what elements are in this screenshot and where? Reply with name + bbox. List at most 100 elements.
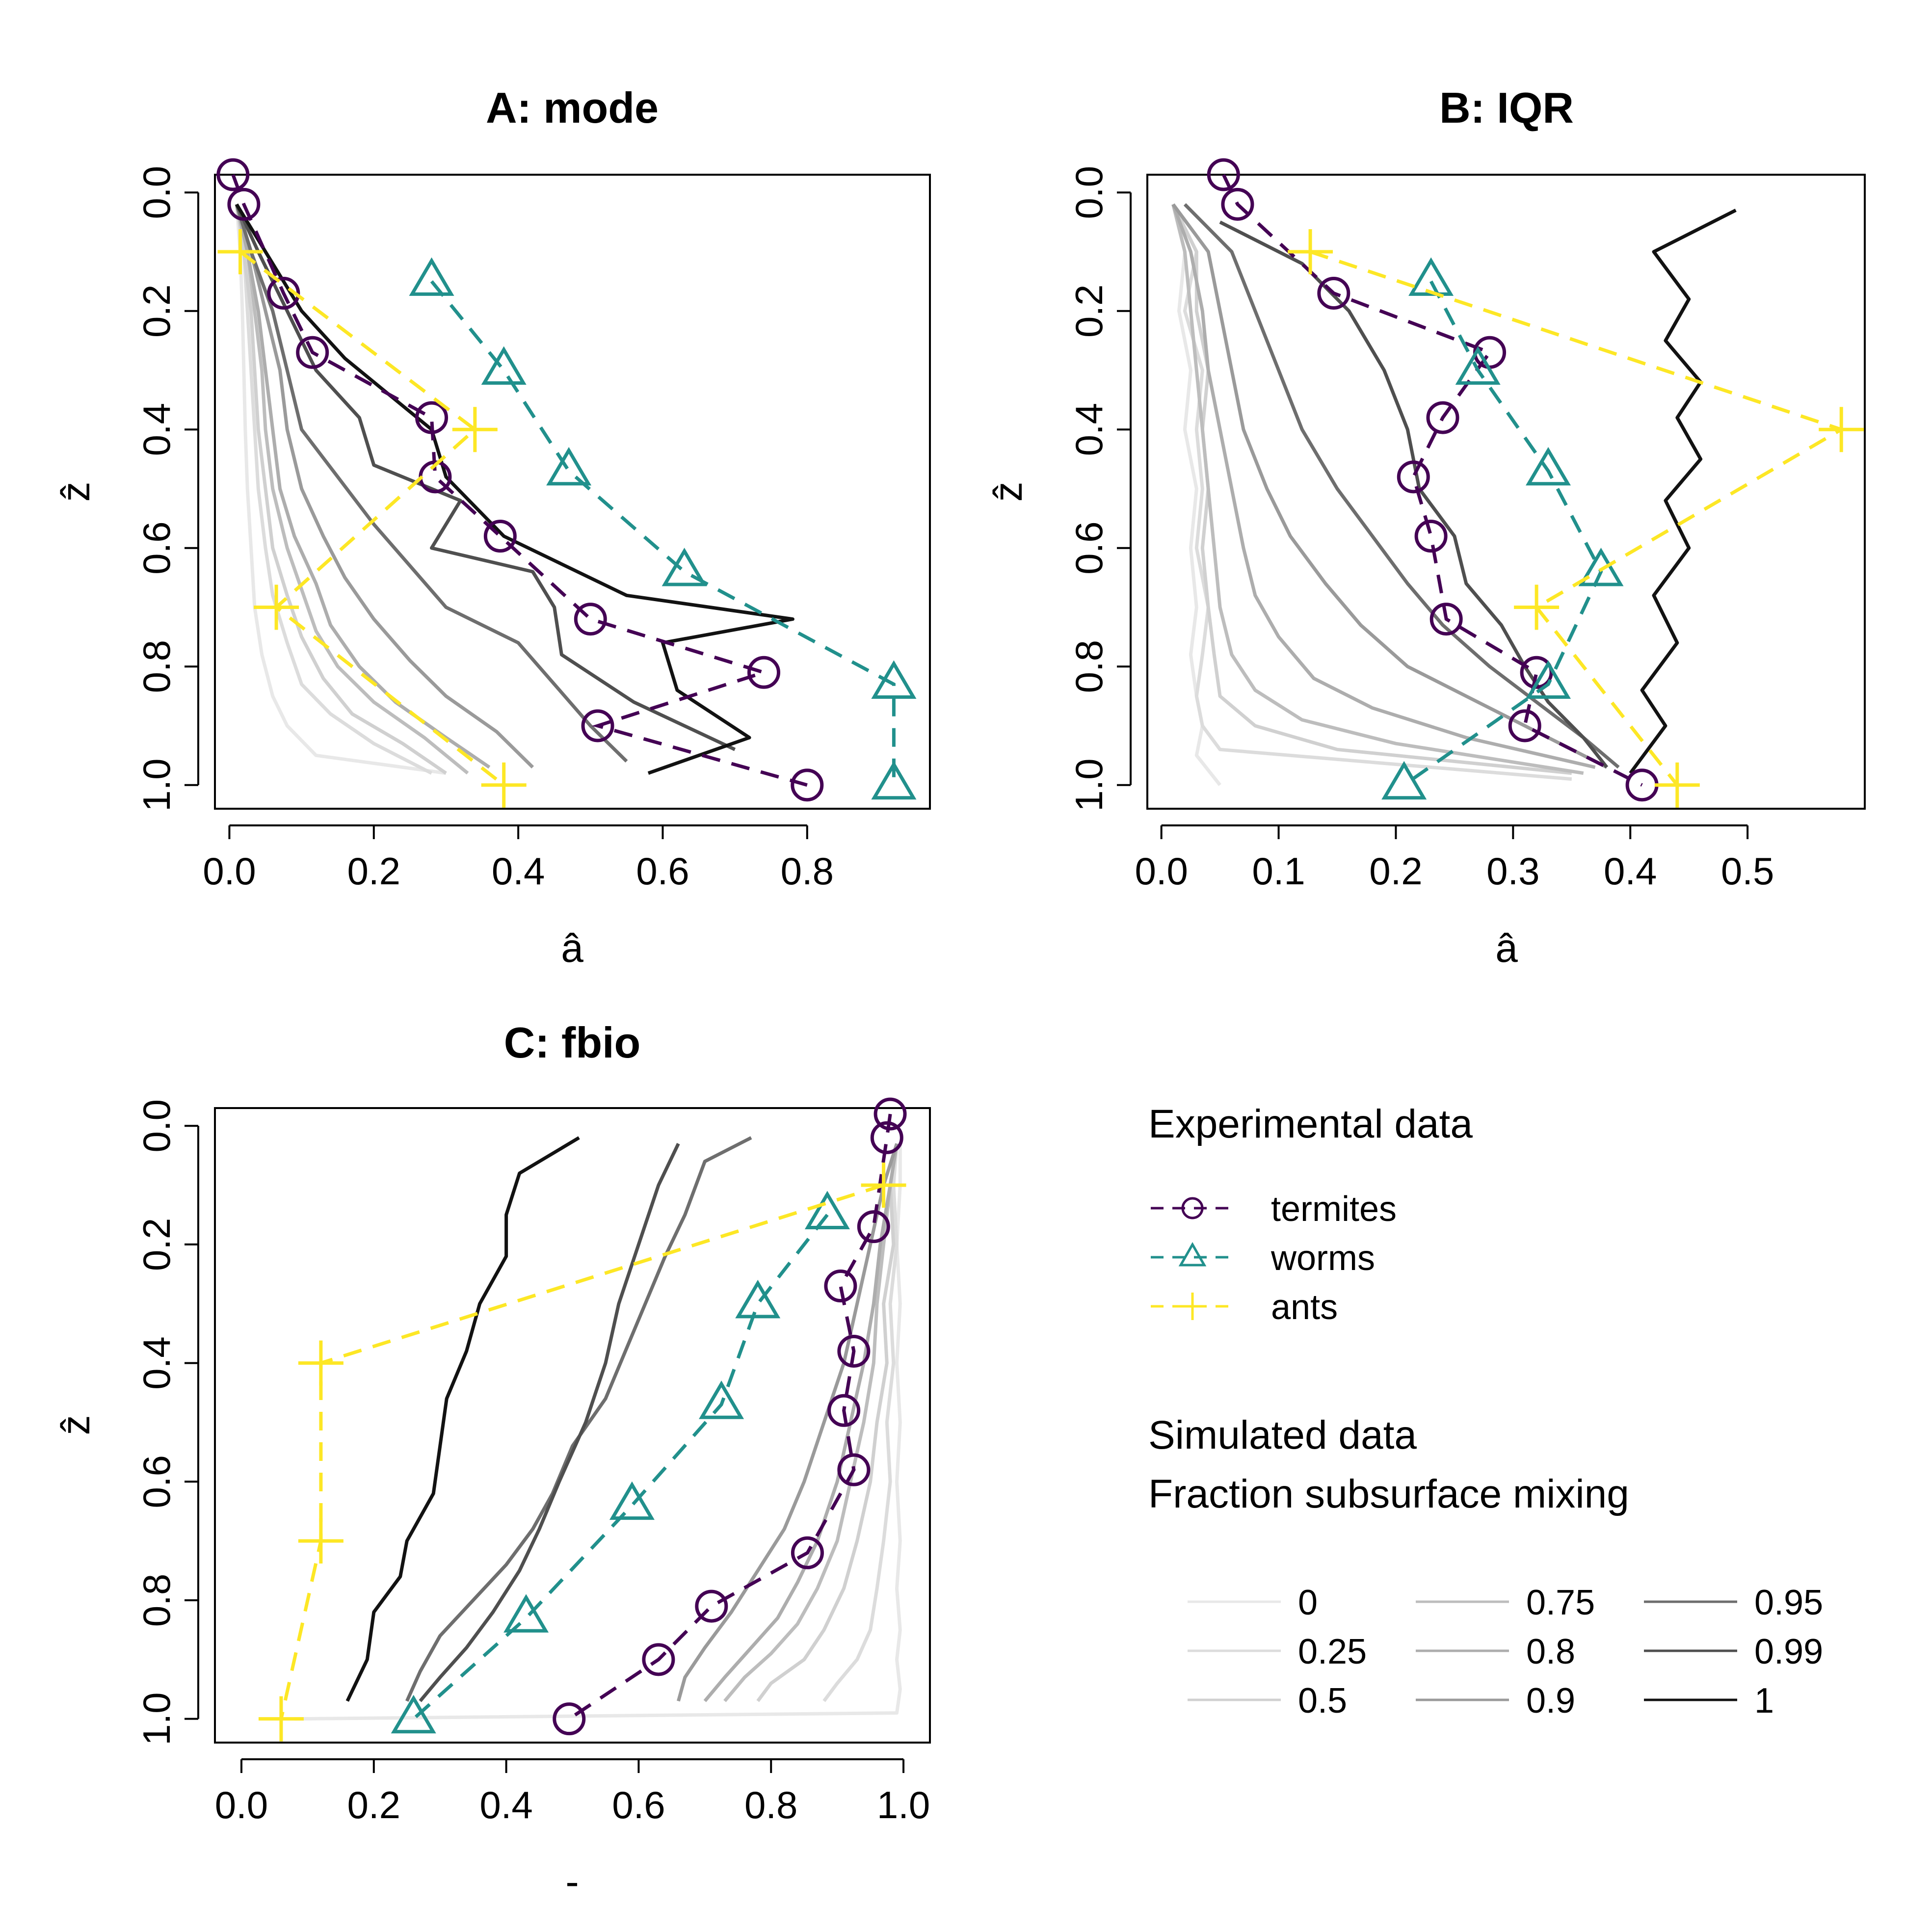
panel-a-y-tick-label: 0.4 xyxy=(135,403,178,456)
panel-c: C: fbio - ẑ 0.0 0.2 0.4 0.6 0.8 1.0 0.0 0.2 0.4… xyxy=(53,1018,931,1904)
panel-b-termites-point xyxy=(1508,709,1541,742)
panel-b-termites-point xyxy=(1414,520,1448,553)
panel-b-y-tick-label: 0.2 xyxy=(1067,285,1111,338)
panel-c-x-tick-label: 0.4 xyxy=(479,1783,532,1826)
panel-b-y-tick-label: 0.0 xyxy=(1067,166,1111,219)
panel-c-worms-point xyxy=(391,1694,436,1734)
legend-mix-0-9-label: 0.9 xyxy=(1526,1681,1575,1720)
panel-c-x-tick-label: 0.0 xyxy=(215,1783,268,1826)
legend-termites-marker xyxy=(1181,1197,1204,1219)
panel-a-x-tick-label: 0.0 xyxy=(203,849,256,893)
panel-c-y-tick-label: 0.8 xyxy=(135,1574,178,1627)
panel-a-x-tick-label: 0.6 xyxy=(636,849,689,893)
panel-b-x-tick-label: 0.2 xyxy=(1369,849,1422,893)
panel-c-y-tick-label: 0.2 xyxy=(135,1218,178,1271)
panel-a-termites-point xyxy=(415,401,449,434)
legend-ants-label: ants xyxy=(1271,1288,1338,1327)
legend-simulated-items: 0 0.25 0.5 0.75 0.8 0.9 0.95 0.99 1 xyxy=(1188,1583,1823,1720)
panel-c-simulated-line-mix-0-95 xyxy=(405,1136,752,1702)
panel-c-title: C: fbio xyxy=(504,1018,641,1067)
panel-c-termites-point xyxy=(695,1589,728,1623)
panel-c-ants-point xyxy=(298,1518,344,1564)
panel-c-termites-point xyxy=(642,1643,675,1676)
panel-b-x-axis-label: â xyxy=(1495,926,1518,971)
panel-b-worms-point xyxy=(1525,447,1571,486)
panel-b-x-tick-label: 0.1 xyxy=(1252,849,1305,893)
panel-b-termites-point xyxy=(1397,460,1430,494)
panel-c-termites-point xyxy=(857,1210,890,1244)
panel-c-y-tick-label: 1.0 xyxy=(135,1692,178,1745)
panel-a-y-tick-label: 0.6 xyxy=(135,521,178,574)
panel-c-y-ticks: 0.0 0.2 0.4 0.6 0.8 1.0 xyxy=(135,1099,199,1746)
panel-c-x-tick-label: 0.2 xyxy=(347,1783,400,1826)
panel-a-y-tick-label: 0.2 xyxy=(135,285,178,338)
panel-c-experimental-series xyxy=(258,1097,907,1742)
legend-mix-0-label: 0 xyxy=(1298,1583,1318,1622)
panel-c-ants-point xyxy=(298,1340,344,1386)
panel-a-x-ticks: 0.0 0.2 0.4 0.6 0.8 xyxy=(203,824,834,893)
legend: Experimental data termites worms ants Simu… xyxy=(1148,1102,1823,1720)
legend-mix-0-99-label: 0.99 xyxy=(1754,1632,1823,1671)
panel-c-simulated-line-mix-0-25 xyxy=(822,1143,899,1702)
panel-c-x-axis-label: - xyxy=(565,1859,579,1904)
legend-worms-marker xyxy=(1178,1242,1207,1267)
panel-c-y-tick-label: 0.6 xyxy=(135,1455,178,1508)
panel-b-y-tick-label: 0.4 xyxy=(1067,403,1111,456)
panel-c-simulated-line-mix-0-99 xyxy=(419,1142,680,1702)
panel-b-x-ticks: 0.0 0.1 0.2 0.3 0.4 0.5 xyxy=(1135,824,1774,893)
panel-b-termites-point xyxy=(1625,768,1659,802)
panel-b-simulated-line-mix-0-99 xyxy=(1219,220,1609,768)
panel-c-worms-point xyxy=(503,1594,549,1633)
panel-b: B: IQR â ẑ 0.0 0.1 0.2 0.3 0.4 0.5 0.00.20.40… xyxy=(986,83,1866,971)
panel-b-termites-point xyxy=(1207,158,1240,191)
legend-mix-0-75-label: 0.75 xyxy=(1526,1583,1595,1622)
panel-a-worms-point xyxy=(871,660,917,699)
panel-c-worms-line xyxy=(412,1214,829,1720)
legend-simulated-title: Simulated data xyxy=(1148,1413,1417,1457)
panel-a-termites-point xyxy=(574,603,607,636)
panel-b-simulated-lines xyxy=(1171,203,1737,786)
panel-c-termites-point xyxy=(553,1702,586,1736)
panel-a-y-tick-label: 1.0 xyxy=(135,758,178,811)
panel-b-worms-point xyxy=(1381,761,1427,800)
panel-c-worms-point xyxy=(699,1380,744,1419)
panel-c-ants-point xyxy=(861,1163,906,1208)
legend-mix-0-25-label: 0.25 xyxy=(1298,1632,1367,1671)
panel-a-y-tick-label: 0.0 xyxy=(135,166,178,219)
panel-b-y-tick-label: 0.8 xyxy=(1067,640,1111,693)
panel-c-worms-point xyxy=(609,1481,655,1520)
panel-a-simulated-line-mix-0-25 xyxy=(235,204,433,775)
legend-experimental-items: termites worms ants xyxy=(1151,1190,1397,1327)
panel-b-worms-point xyxy=(1455,346,1501,385)
panel-a-simulated-line-mix-0-95 xyxy=(235,204,628,763)
panel-c-y-tick-label: 0.0 xyxy=(135,1099,178,1152)
legend-termites-label: termites xyxy=(1271,1190,1397,1229)
legend-simulated-subtitle: Fraction subsurface mixing xyxy=(1148,1472,1629,1516)
panel-b-ants-point xyxy=(1819,407,1864,452)
panel-a-experimental-series xyxy=(216,158,917,808)
legend-mix-0-5-label: 0.5 xyxy=(1298,1681,1347,1720)
legend-experimental-title: Experimental data xyxy=(1148,1102,1473,1146)
panel-a-ants-point xyxy=(217,229,263,274)
panel-a-worms-point xyxy=(409,257,454,296)
panel-c-x-tick-label: 1.0 xyxy=(877,1783,930,1826)
legend-mix-1-label: 1 xyxy=(1754,1681,1774,1720)
panel-a-simulated-line-mix-0-9 xyxy=(235,204,534,768)
panel-b-y-axis-label: ẑ xyxy=(986,482,1031,502)
panel-b-y-tick-label: 0.6 xyxy=(1067,521,1111,574)
legend-mix-0-8-label: 0.8 xyxy=(1526,1632,1575,1671)
panel-b-title: B: IQR xyxy=(1439,83,1574,132)
panel-b-simulated-line-mix-0-5 xyxy=(1171,203,1572,775)
panel-b-x-tick-label: 0.5 xyxy=(1721,849,1774,893)
panel-b-experimental-series xyxy=(1207,158,1864,808)
panel-b-termites-point xyxy=(1317,276,1350,310)
panel-b-simulated-line-mix-0-95 xyxy=(1183,203,1620,769)
panel-a: A: mode â ẑ 0.0 0.2 0.4 0.6 0.8 0.0 0.2 0.4 0.6… xyxy=(53,83,931,971)
panel-b-simulated-line-mix-0-25 xyxy=(1171,203,1572,781)
panel-a-worms-point xyxy=(662,548,707,586)
panel-b-simulated-line-mix-0-8 xyxy=(1171,204,1596,769)
panel-a-y-axis-label: ẑ xyxy=(53,482,98,502)
panel-c-termites-point xyxy=(837,1453,871,1486)
panel-a-simulated-line-mix-0-75 xyxy=(235,204,469,775)
